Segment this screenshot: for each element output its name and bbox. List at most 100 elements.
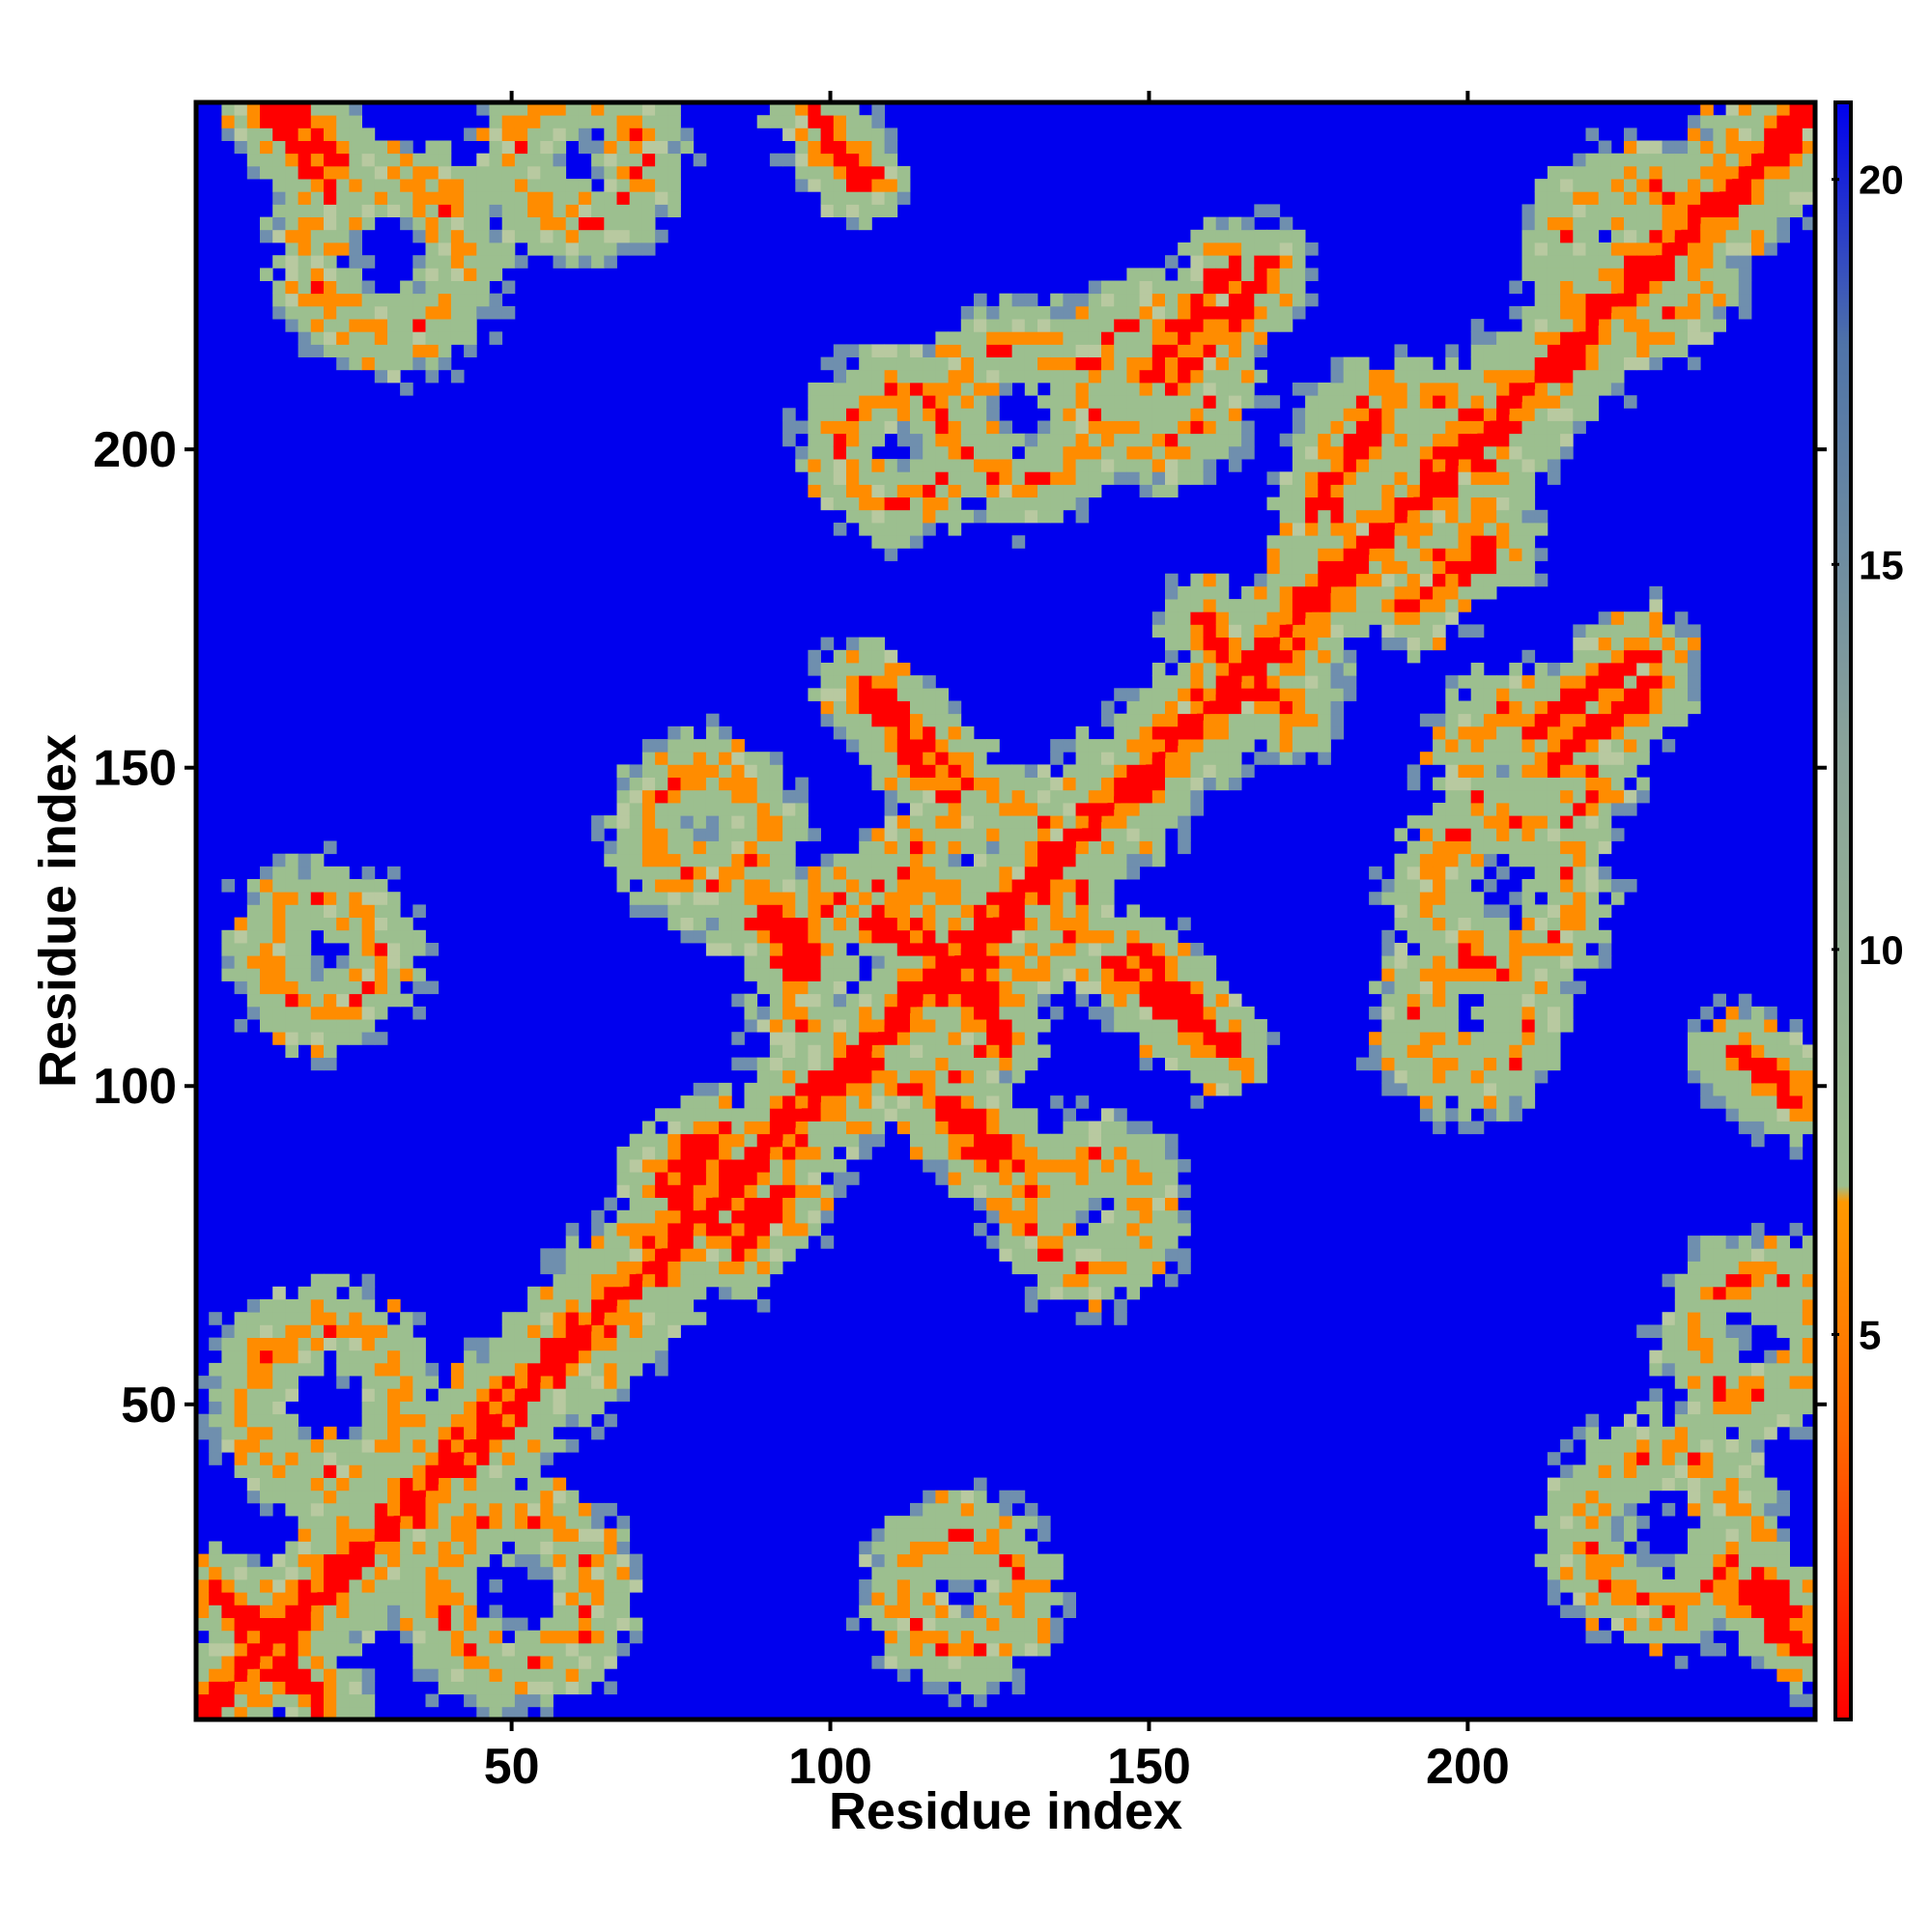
heatmap-cell — [1419, 445, 1434, 460]
heatmap-cell — [948, 1630, 962, 1644]
heatmap-cell — [1470, 1095, 1485, 1109]
heatmap-cell — [464, 229, 477, 243]
heatmap-cell — [1063, 1236, 1076, 1249]
heatmap-cell — [1458, 904, 1472, 918]
heatmap-cell — [1381, 509, 1395, 524]
heatmap-cell — [1330, 649, 1345, 664]
heatmap-cell — [1381, 968, 1395, 981]
heatmap-cell — [910, 1019, 923, 1033]
heatmap-cell — [1433, 369, 1446, 384]
heatmap-cell — [298, 140, 312, 155]
heatmap-cell — [960, 1553, 975, 1568]
heatmap-cell — [923, 1108, 936, 1122]
heatmap-cell — [464, 1528, 477, 1542]
heatmap-cell — [974, 1477, 987, 1492]
heatmap-cell — [1126, 1146, 1140, 1160]
heatmap-cell — [1483, 573, 1497, 587]
heatmap-cell — [1114, 1312, 1127, 1325]
heatmap-cell — [298, 1299, 312, 1313]
heatmap-cell — [285, 1337, 298, 1351]
heatmap-cell — [680, 725, 695, 740]
heatmap-cell — [935, 866, 949, 880]
heatmap-cell — [374, 1337, 388, 1351]
heatmap-cell — [1151, 840, 1166, 855]
heatmap-cell — [833, 929, 847, 944]
heatmap-cell — [1369, 459, 1382, 472]
heatmap-cell — [591, 115, 605, 128]
heatmap-cell — [1470, 1006, 1485, 1020]
heatmap-cell — [769, 764, 783, 778]
heatmap-cell — [489, 1642, 503, 1657]
heatmap-cell — [1139, 700, 1153, 715]
heatmap-cell — [1011, 1541, 1026, 1555]
heatmap-cell — [361, 1350, 376, 1364]
heatmap-cell — [871, 115, 885, 128]
heatmap-cell — [1279, 497, 1293, 511]
heatmap-cell — [1063, 408, 1076, 421]
heatmap-cell — [705, 828, 720, 841]
heatmap-cell — [795, 993, 809, 1008]
heatmap-cell — [616, 1605, 631, 1618]
heatmap-cell — [1203, 713, 1217, 727]
heatmap-cell — [412, 1605, 426, 1618]
heatmap-cell — [591, 1630, 605, 1644]
heatmap-cell — [1088, 459, 1102, 472]
heatmap-cell — [1445, 929, 1459, 944]
heatmap-cell — [616, 1388, 631, 1402]
heatmap-cell — [1318, 637, 1331, 651]
heatmap-cell — [349, 1579, 362, 1593]
heatmap-cell — [1037, 764, 1051, 778]
heatmap-cell — [578, 1299, 592, 1313]
heatmap-cell — [1203, 344, 1217, 357]
heatmap-cell — [923, 433, 936, 447]
heatmap-cell — [1063, 395, 1076, 409]
heatmap-cell — [1458, 484, 1472, 497]
heatmap-cell — [1470, 1121, 1485, 1135]
heatmap-cell — [1139, 395, 1153, 409]
heatmap-cell — [565, 1222, 580, 1236]
heatmap-cell — [1330, 497, 1345, 511]
heatmap-cell — [896, 383, 911, 396]
heatmap-cell — [1343, 611, 1357, 625]
heatmap-cell — [705, 866, 720, 880]
heatmap-cell — [1203, 255, 1217, 269]
heatmap-cell — [846, 1032, 860, 1045]
heatmap-cell — [1024, 433, 1038, 447]
heatmap-cell — [553, 1617, 567, 1632]
heatmap-cell — [1114, 1248, 1127, 1262]
heatmap-cell — [756, 803, 771, 816]
heatmap-cell — [1292, 420, 1306, 435]
heatmap-cell — [1419, 892, 1434, 905]
heatmap-cell — [1445, 968, 1459, 981]
heatmap-cell — [501, 242, 516, 256]
heatmap-cell — [999, 1516, 1012, 1529]
heatmap-cell — [1279, 293, 1293, 307]
heatmap-cell — [820, 420, 835, 435]
heatmap-cell — [871, 688, 885, 701]
heatmap-cell — [1483, 433, 1497, 447]
heatmap-cell — [846, 663, 860, 676]
heatmap-cell — [655, 1172, 668, 1185]
heatmap-cell — [246, 1630, 261, 1644]
heatmap-cell — [999, 1222, 1012, 1236]
heatmap-cell — [1050, 777, 1064, 791]
heatmap-cell — [1063, 1592, 1076, 1605]
heatmap-cell — [820, 1133, 835, 1148]
heatmap-cell — [616, 1159, 631, 1173]
heatmap-cell — [1011, 509, 1026, 524]
heatmap-cell — [846, 1133, 860, 1148]
heatmap-cell — [1330, 395, 1345, 409]
heatmap-cell — [1011, 535, 1026, 549]
heatmap-cell — [871, 943, 885, 956]
heatmap-cell — [1139, 293, 1153, 307]
heatmap-cell — [1241, 688, 1255, 701]
heatmap-cell — [412, 1642, 426, 1657]
heatmap-cell — [553, 1642, 567, 1657]
heatmap-cell — [1305, 560, 1319, 575]
heatmap-cell — [1292, 229, 1306, 243]
heatmap-cell — [1011, 1642, 1026, 1657]
heatmap-cell — [565, 1261, 580, 1275]
heatmap-cell — [1024, 1299, 1038, 1313]
heatmap-cell — [693, 803, 707, 816]
heatmap-cell — [501, 1426, 516, 1440]
